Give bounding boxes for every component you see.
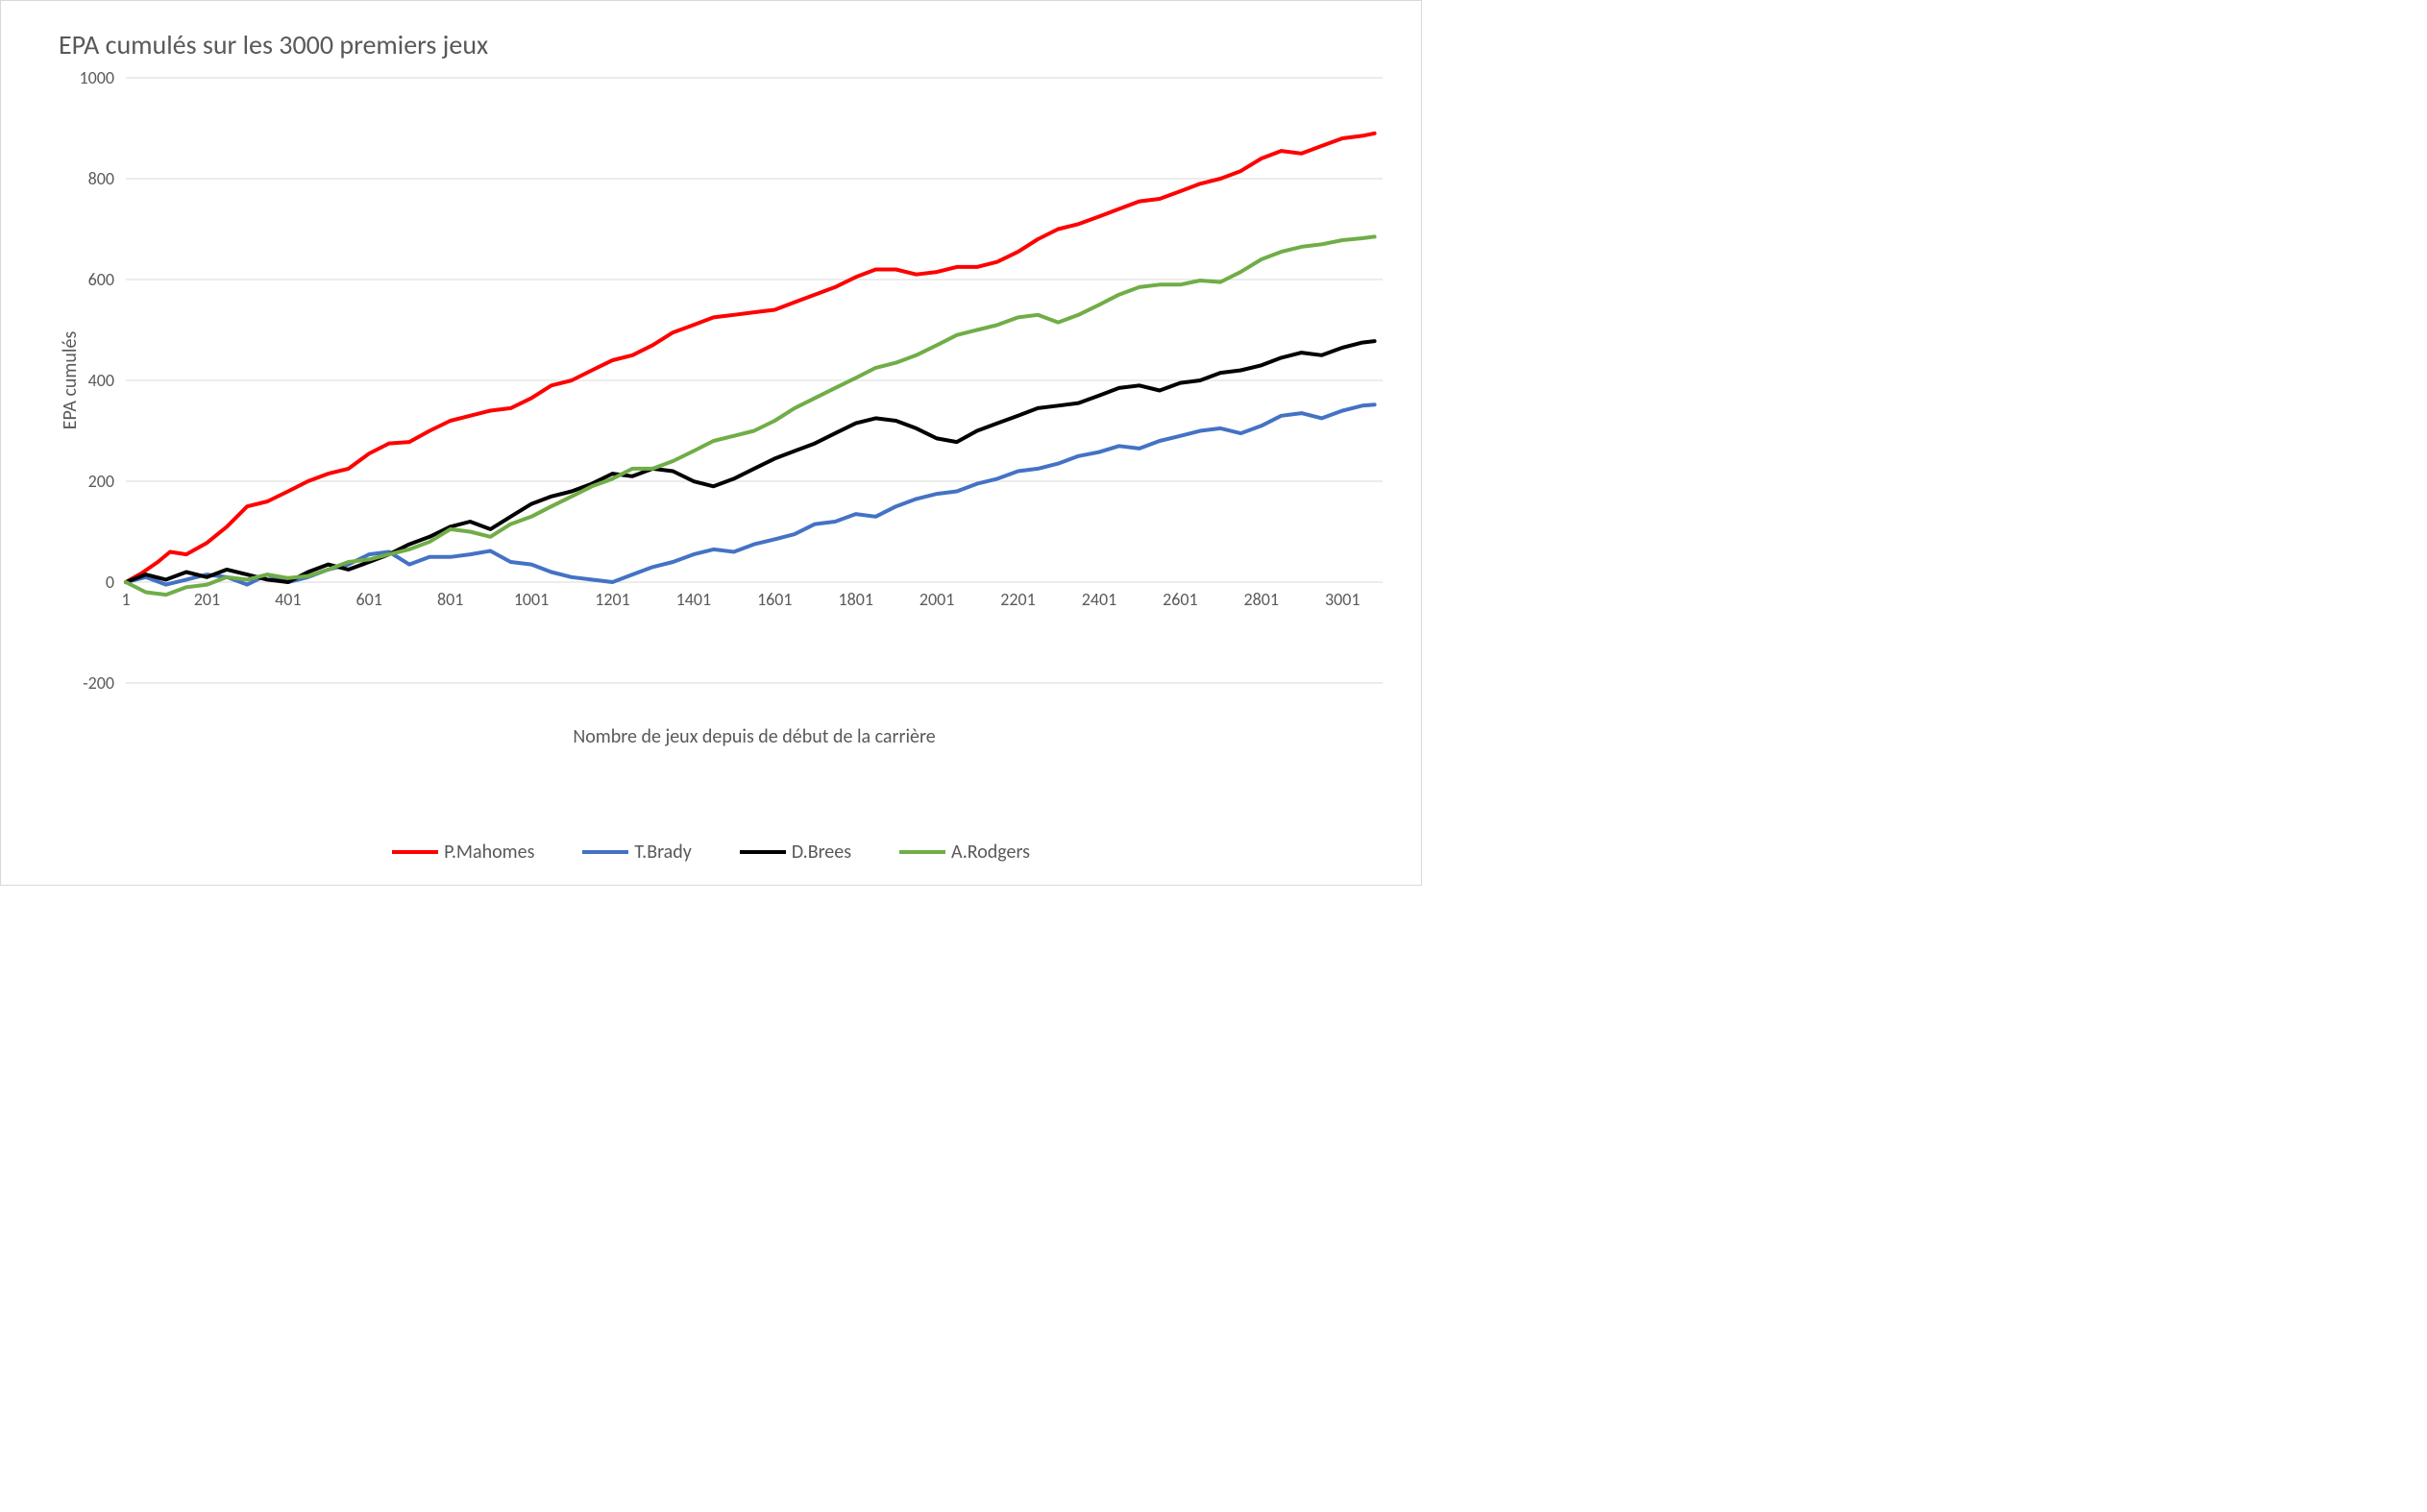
- svg-text:2601: 2601: [1163, 589, 1198, 610]
- svg-text:2401: 2401: [1082, 589, 1117, 610]
- svg-text:1: 1: [121, 589, 130, 610]
- svg-text:600: 600: [88, 269, 114, 290]
- chart-title: EPA cumulés sur les 3000 premiers jeux: [59, 28, 1402, 61]
- svg-text:1201: 1201: [595, 589, 630, 610]
- svg-text:1601: 1601: [757, 589, 793, 610]
- line-chart-svg: -200020040060080010001201401601801100112…: [59, 68, 1392, 760]
- svg-text:801: 801: [437, 589, 463, 610]
- legend-swatch: [740, 850, 786, 854]
- series-line: [126, 134, 1375, 582]
- svg-text:-200: -200: [83, 672, 114, 694]
- svg-text:800: 800: [88, 168, 114, 189]
- svg-text:2201: 2201: [1000, 589, 1036, 610]
- series-line: [126, 236, 1375, 595]
- legend-swatch: [899, 850, 945, 854]
- plot-area: -200020040060080010001201401601801100112…: [59, 68, 1392, 760]
- svg-text:EPA cumulés: EPA cumulés: [59, 331, 82, 430]
- legend-swatch: [392, 850, 438, 854]
- legend-item: D.Brees: [740, 841, 851, 864]
- svg-text:1401: 1401: [676, 589, 712, 610]
- legend-label: A.Rodgers: [951, 841, 1030, 864]
- svg-text:2801: 2801: [1244, 589, 1280, 610]
- legend-item: T.Brady: [582, 841, 691, 864]
- legend-swatch: [582, 850, 628, 854]
- svg-text:401: 401: [275, 589, 301, 610]
- legend: P.Mahomes T.Brady D.Brees A.Rodgers: [1, 841, 1421, 864]
- svg-text:1801: 1801: [838, 589, 873, 610]
- svg-text:201: 201: [194, 589, 220, 610]
- svg-text:200: 200: [88, 471, 114, 492]
- svg-text:400: 400: [88, 370, 114, 391]
- legend-item: A.Rodgers: [899, 841, 1030, 864]
- chart-container: EPA cumulés sur les 3000 premiers jeux -…: [0, 0, 1422, 886]
- svg-text:2001: 2001: [919, 589, 955, 610]
- legend-label: P.Mahomes: [444, 841, 534, 864]
- svg-text:3001: 3001: [1325, 589, 1361, 610]
- svg-text:1000: 1000: [80, 68, 115, 88]
- svg-text:1001: 1001: [514, 589, 550, 610]
- legend-item: P.Mahomes: [392, 841, 534, 864]
- legend-label: D.Brees: [792, 841, 851, 864]
- svg-text:0: 0: [106, 572, 114, 593]
- svg-text:Nombre de jeux depuis de début: Nombre de jeux depuis de début de la car…: [573, 725, 935, 748]
- svg-text:601: 601: [356, 589, 382, 610]
- legend-label: T.Brady: [634, 841, 691, 864]
